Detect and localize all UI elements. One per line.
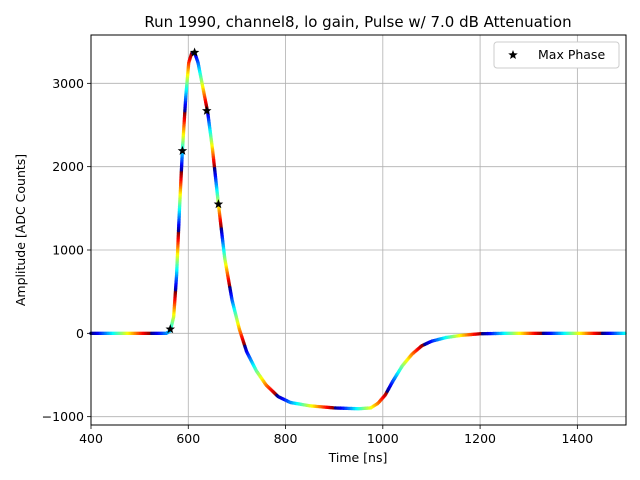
legend-star-icon <box>508 50 518 60</box>
y-tick-label: 0 <box>76 326 84 341</box>
waveform-points <box>89 50 627 411</box>
chart-title: Run 1990, channel8, lo gain, Pulse w/ 7.… <box>144 13 571 31</box>
x-tick-label: 600 <box>176 431 200 446</box>
axis-ticks: 400 600 800 1000 1200 1400 −1000 0 1000 2000 3000 <box>42 76 594 446</box>
y-tick-label: −1000 <box>42 409 84 424</box>
legend-box <box>493 41 620 69</box>
y-tick-label: 2000 <box>52 159 84 174</box>
max-phase-markers <box>165 47 224 334</box>
y-tick-label: 3000 <box>52 76 84 91</box>
plot-frame <box>90 34 627 426</box>
x-tick-label: 1200 <box>464 431 496 446</box>
x-tick-label: 800 <box>274 431 298 446</box>
max-phase-marker <box>202 105 212 115</box>
max-phase-marker <box>213 199 224 209</box>
max-phase-marker <box>177 145 188 155</box>
x-tick-label: 1400 <box>561 431 593 446</box>
x-tick-label: 1000 <box>367 431 399 446</box>
y-tick-label: 1000 <box>52 243 84 258</box>
legend: Max Phase <box>493 41 620 69</box>
legend-label-max-phase: Max Phase <box>538 47 605 62</box>
grid <box>90 35 626 425</box>
max-phase-marker <box>189 47 200 57</box>
max-phase-marker <box>165 324 176 334</box>
x-tick-label: 400 <box>79 431 103 446</box>
y-axis-label: Amplitude [ADC Counts] <box>13 154 28 306</box>
x-axis-label: Time [ns] <box>328 450 388 465</box>
